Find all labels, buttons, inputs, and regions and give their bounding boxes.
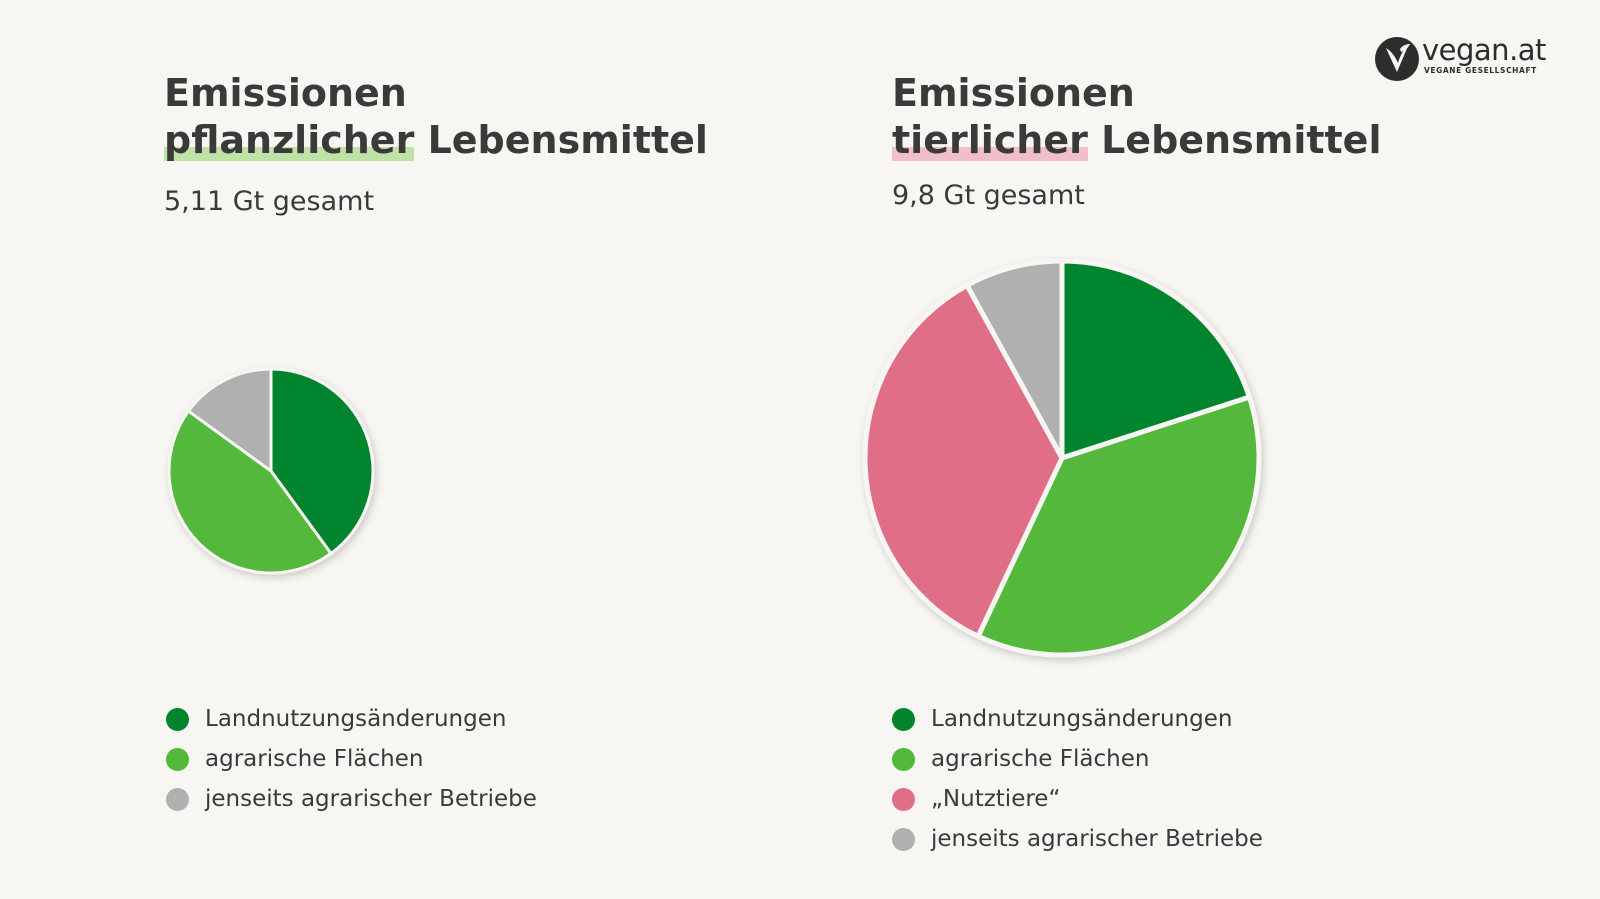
legend-item-landnutzungsaenderungen: Landnutzungsänderungen <box>892 699 1263 739</box>
title-rest: Lebensmittel <box>1101 118 1382 162</box>
chart-subtitle: 9,8 Gt gesamt <box>892 180 1085 211</box>
chart-title: Emissionen tierlicher Lebensmittel <box>892 70 1381 164</box>
pie-slice-agrarische-flaechen <box>167 409 333 575</box>
legend-item-jenseits-agrarischer-betriebe: jenseits agrarischer Betriebe <box>166 779 537 819</box>
legend-swatch <box>892 747 915 771</box>
logo-subtitle: VEGANE GESELLSCHAFT <box>1424 66 1537 75</box>
chart-plant: Emissionen pflanzlicher Lebensmittel 5,1… <box>0 0 708 899</box>
pie-slice-landnutzungsaenderungen <box>1059 258 1252 461</box>
legend-label: jenseits agrarischer Betriebe <box>931 826 1263 852</box>
legend-swatch <box>892 827 915 851</box>
legend-animal: Landnutzungsänderungen agrarische Flächen… <box>892 699 1263 859</box>
v-leaf-icon <box>1375 37 1419 81</box>
legend-label: „Nutztiere“ <box>931 786 1061 812</box>
logo: vegan.at VEGANE GESELLSCHAFT <box>1374 34 1554 84</box>
legend-label: Landnutzungsänderungen <box>205 706 507 732</box>
logo-name: vegan.at <box>1422 33 1546 67</box>
legend-item-agrarische-flaechen: agrarische Flächen <box>892 739 1263 779</box>
legend-item-agrarische-flaechen: agrarische Flächen <box>166 739 537 779</box>
pie-chart-plant <box>167 367 375 575</box>
legend-label: jenseits agrarischer Betriebe <box>205 786 537 812</box>
title-highlight: pflanzlicher <box>164 118 415 162</box>
pie-slices <box>167 367 375 575</box>
chart-subtitle: 5,11 Gt gesamt <box>164 186 375 217</box>
title-highlight: tierlicher <box>892 118 1088 162</box>
legend-plant: Landnutzungsänderungen agrarische Flächen… <box>166 699 537 819</box>
chart-title: Emissionen pflanzlicher Lebensmittel <box>164 70 708 164</box>
legend-swatch <box>166 747 189 771</box>
pie-slices <box>862 258 1262 658</box>
legend-label: agrarische Flächen <box>931 746 1150 772</box>
pie-chart-animal <box>862 258 1262 658</box>
legend-item-landnutzungsaenderungen: Landnutzungsänderungen <box>166 699 537 739</box>
title-line-1: Emissionen <box>164 71 407 115</box>
pie-slice-agrarische-flaechen <box>975 394 1262 658</box>
pie-slice-jenseits-agrarischer-betriebe <box>186 367 273 473</box>
pie-slice-landnutzungsaenderungen <box>269 367 375 556</box>
title-line-1: Emissionen <box>892 71 1135 115</box>
pie-slice-jenseits-agrarischer-betriebe <box>964 258 1065 461</box>
legend-swatch <box>892 787 915 811</box>
legend-label: agrarische Flächen <box>205 746 424 772</box>
legend-item-jenseits-agrarischer-betriebe: jenseits agrarischer Betriebe <box>892 819 1263 859</box>
legend-swatch <box>166 707 189 731</box>
legend-item-nutztiere: „Nutztiere“ <box>892 779 1263 819</box>
legend-label: Landnutzungsänderungen <box>931 706 1233 732</box>
legend-swatch <box>166 787 189 811</box>
legend-swatch <box>892 707 915 731</box>
chart-animal: Emissionen tierlicher Lebensmittel 9,8 G… <box>0 0 1381 899</box>
title-rest: Lebensmittel <box>427 118 708 162</box>
